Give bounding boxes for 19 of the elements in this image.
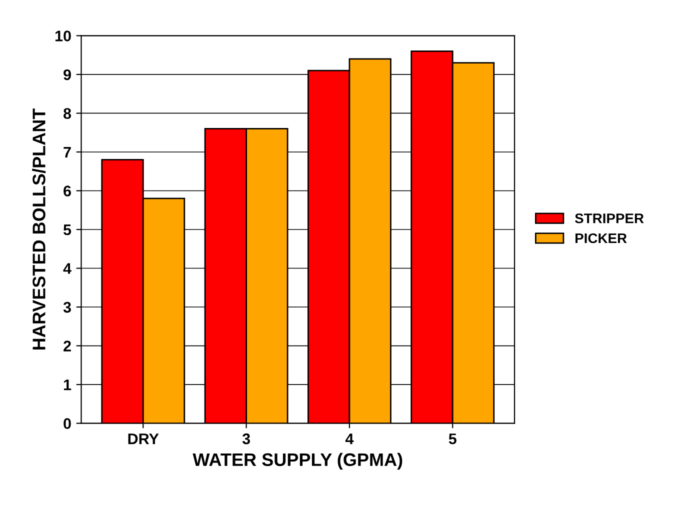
x-axis-title: WATER SUPPLY (GPMA) — [192, 452, 402, 470]
y-tick-label: 1 — [64, 380, 72, 390]
y-tick-label: 4 — [63, 263, 72, 274]
legend-label: STRIPPER — [574, 213, 644, 224]
x-tick-label: 4 — [345, 434, 354, 444]
legend-label: PICKER — [576, 233, 627, 244]
y-tick-label: 0 — [64, 418, 71, 429]
x-tick-label: DRY — [128, 434, 159, 444]
y-tick-label: 6 — [64, 186, 71, 196]
y-tick-label: 8 — [64, 108, 72, 119]
y-tick-label: 9 — [64, 69, 71, 80]
y-tick-label: 3 — [63, 302, 71, 313]
y-tick-label: 10 — [55, 30, 71, 42]
y-axis-title: HARVESTED BOLLS/PLANT — [32, 108, 46, 350]
x-tick-label: 3 — [242, 433, 250, 444]
y-tick-label: 7 — [64, 147, 71, 158]
x-tick-label: 5 — [448, 434, 456, 444]
y-tick-label: 2 — [64, 340, 71, 352]
y-tick-label: 5 — [63, 224, 72, 236]
